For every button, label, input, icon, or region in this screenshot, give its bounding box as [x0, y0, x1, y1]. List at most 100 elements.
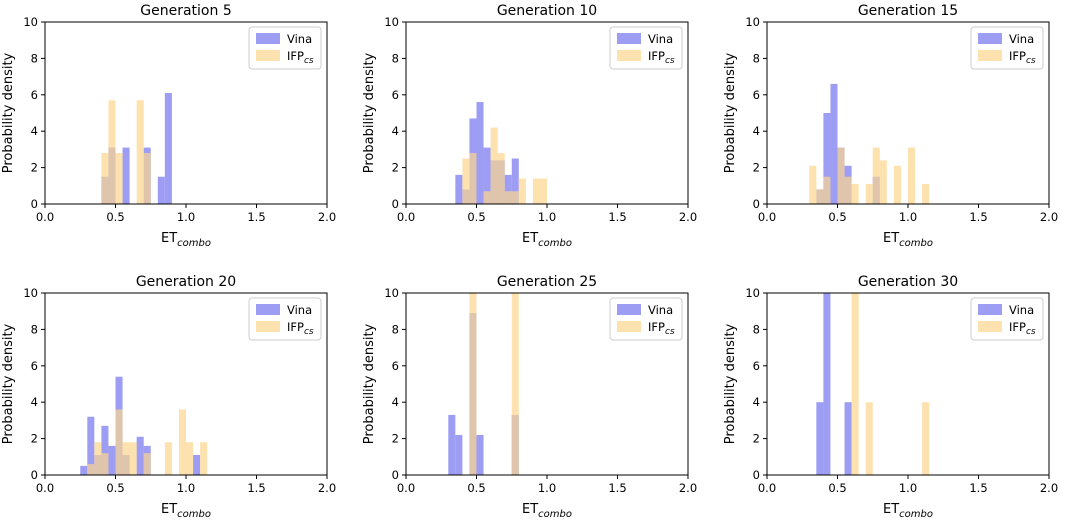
bar-ifpcs [129, 442, 137, 475]
y-tick-label: 8 [392, 51, 399, 65]
bar-ifpcs [87, 464, 95, 475]
bar-ifpcs [115, 409, 123, 475]
bar-ifpcs [872, 147, 880, 204]
y-axis-label: Probability density [362, 323, 377, 444]
bar-ifpcs [186, 442, 194, 475]
x-tick-label: 2.0 [318, 481, 336, 495]
x-tick-label: 2.0 [1040, 481, 1058, 495]
bar-ifpcs [511, 293, 519, 475]
y-tick-label: 0 [31, 468, 38, 482]
y-tick-label: 10 [384, 15, 399, 29]
y-tick-label: 10 [745, 15, 760, 29]
y-tick-label: 2 [392, 432, 399, 446]
legend-swatch-vina [978, 33, 1002, 44]
y-tick-label: 6 [753, 359, 760, 373]
bar-ifpcs [837, 147, 845, 204]
x-tick-label: 0.0 [397, 481, 415, 495]
y-tick-label: 0 [31, 197, 38, 211]
bar-ifpcs [101, 453, 109, 475]
x-axis-label: ETcombo [883, 502, 933, 520]
panel-title: Generation 5 [140, 3, 231, 19]
x-tick-label: 1.0 [538, 481, 556, 495]
y-tick-label: 8 [753, 51, 760, 65]
bar-ifpcs [469, 153, 477, 204]
bar-vina [108, 445, 116, 475]
y-tick-label: 4 [31, 395, 38, 409]
bar-ifpcs [879, 160, 887, 204]
bar-ifpcs [908, 147, 916, 204]
bar-vina [476, 434, 484, 475]
legend: Vina IFPcs [248, 26, 322, 70]
x-tick-label: 2.0 [679, 210, 697, 224]
panel-generation-20: 0.0 0.5 1.0 1.5 2.0 0 2 4 6 8 10 Generation 20 ETcom… [1, 274, 336, 520]
panel-title: Generation 30 [858, 274, 958, 290]
bar-ifpcs [164, 442, 172, 475]
y-tick-label: 0 [753, 197, 760, 211]
bar-ifpcs [511, 191, 519, 204]
legend-swatch-ifpcs [256, 50, 280, 61]
legend-label-vina: Vina [1009, 303, 1034, 317]
legend-label-ifpcs: IFPcs [648, 49, 675, 66]
bar-ifpcs [851, 183, 859, 204]
x-tick-label: 2.0 [679, 481, 697, 495]
y-tick-label: 2 [392, 161, 399, 175]
bar-ifpcs [504, 191, 512, 204]
bar-vina [823, 113, 831, 204]
x-tick-label: 0.0 [397, 210, 415, 224]
legend-label-vina: Vina [1009, 32, 1034, 46]
y-tick-label: 8 [392, 322, 399, 336]
bar-ifpcs [94, 442, 102, 475]
y-tick-label: 2 [31, 432, 38, 446]
legend-swatch-vina [256, 33, 280, 44]
panel-title: Generation 10 [497, 3, 597, 19]
bar-ifpcs [483, 191, 491, 204]
y-axis-label: Probability density [723, 323, 738, 444]
x-tick-label: 1.5 [969, 210, 987, 224]
legend-label-vina: Vina [648, 32, 673, 46]
legend: Vina IFPcs [970, 297, 1044, 341]
panel-generation-30: 0.0 0.5 1.0 1.5 2.0 0 2 4 6 8 10 Generation 30 ETcom… [723, 274, 1058, 520]
x-tick-label: 0.5 [828, 481, 846, 495]
y-tick-label: 10 [384, 286, 399, 300]
bar-vina [157, 176, 165, 204]
bar-ifpcs [101, 153, 109, 204]
bar-vina [844, 402, 852, 475]
bar-ifpcs [178, 409, 186, 475]
y-tick-label: 8 [31, 322, 38, 336]
bar-vina [193, 454, 201, 475]
legend-label-ifpcs: IFPcs [1009, 49, 1036, 66]
panel-title: Generation 25 [497, 274, 597, 290]
legend-label-ifpcs: IFPcs [287, 49, 314, 66]
panel-generation-25: 0.0 0.5 1.0 1.5 2.0 0 2 4 6 8 10 Generation 25 ETcom… [362, 274, 697, 520]
legend-swatch-vina [617, 304, 641, 315]
panel-title: Generation 15 [858, 3, 958, 19]
bar-vina [511, 158, 519, 204]
x-tick-label: 0.5 [106, 210, 124, 224]
legend-swatch-vina [617, 33, 641, 44]
bar-ifpcs [865, 183, 873, 204]
y-tick-label: 6 [753, 88, 760, 102]
bar-ifpcs [851, 293, 859, 475]
bar-ifpcs [865, 402, 873, 475]
x-tick-label: 1.0 [177, 210, 195, 224]
y-tick-label: 4 [753, 124, 760, 138]
x-tick-label: 1.5 [608, 210, 626, 224]
panel-generation-10: 0.0 0.5 1.0 1.5 2.0 0 2 4 6 8 10 Generation 10 ETcom… [362, 3, 697, 249]
y-tick-label: 10 [23, 286, 38, 300]
bar-vina [830, 83, 838, 204]
bar-vina [448, 414, 456, 475]
bar-ifpcs [518, 178, 526, 204]
x-tick-label: 1.5 [608, 481, 626, 495]
y-tick-label: 4 [392, 124, 399, 138]
legend-label-ifpcs: IFPcs [648, 320, 675, 337]
bar-ifpcs [497, 153, 505, 204]
y-tick-label: 4 [392, 395, 399, 409]
bar-ifpcs [922, 402, 930, 475]
y-axis-label: Probability density [723, 52, 738, 173]
bar-vina [476, 102, 484, 204]
legend: Vina IFPcs [248, 297, 322, 341]
panel-title: Generation 20 [136, 274, 236, 290]
x-tick-label: 0.0 [36, 481, 54, 495]
x-tick-label: 1.0 [899, 210, 917, 224]
bar-ifpcs [469, 293, 477, 475]
